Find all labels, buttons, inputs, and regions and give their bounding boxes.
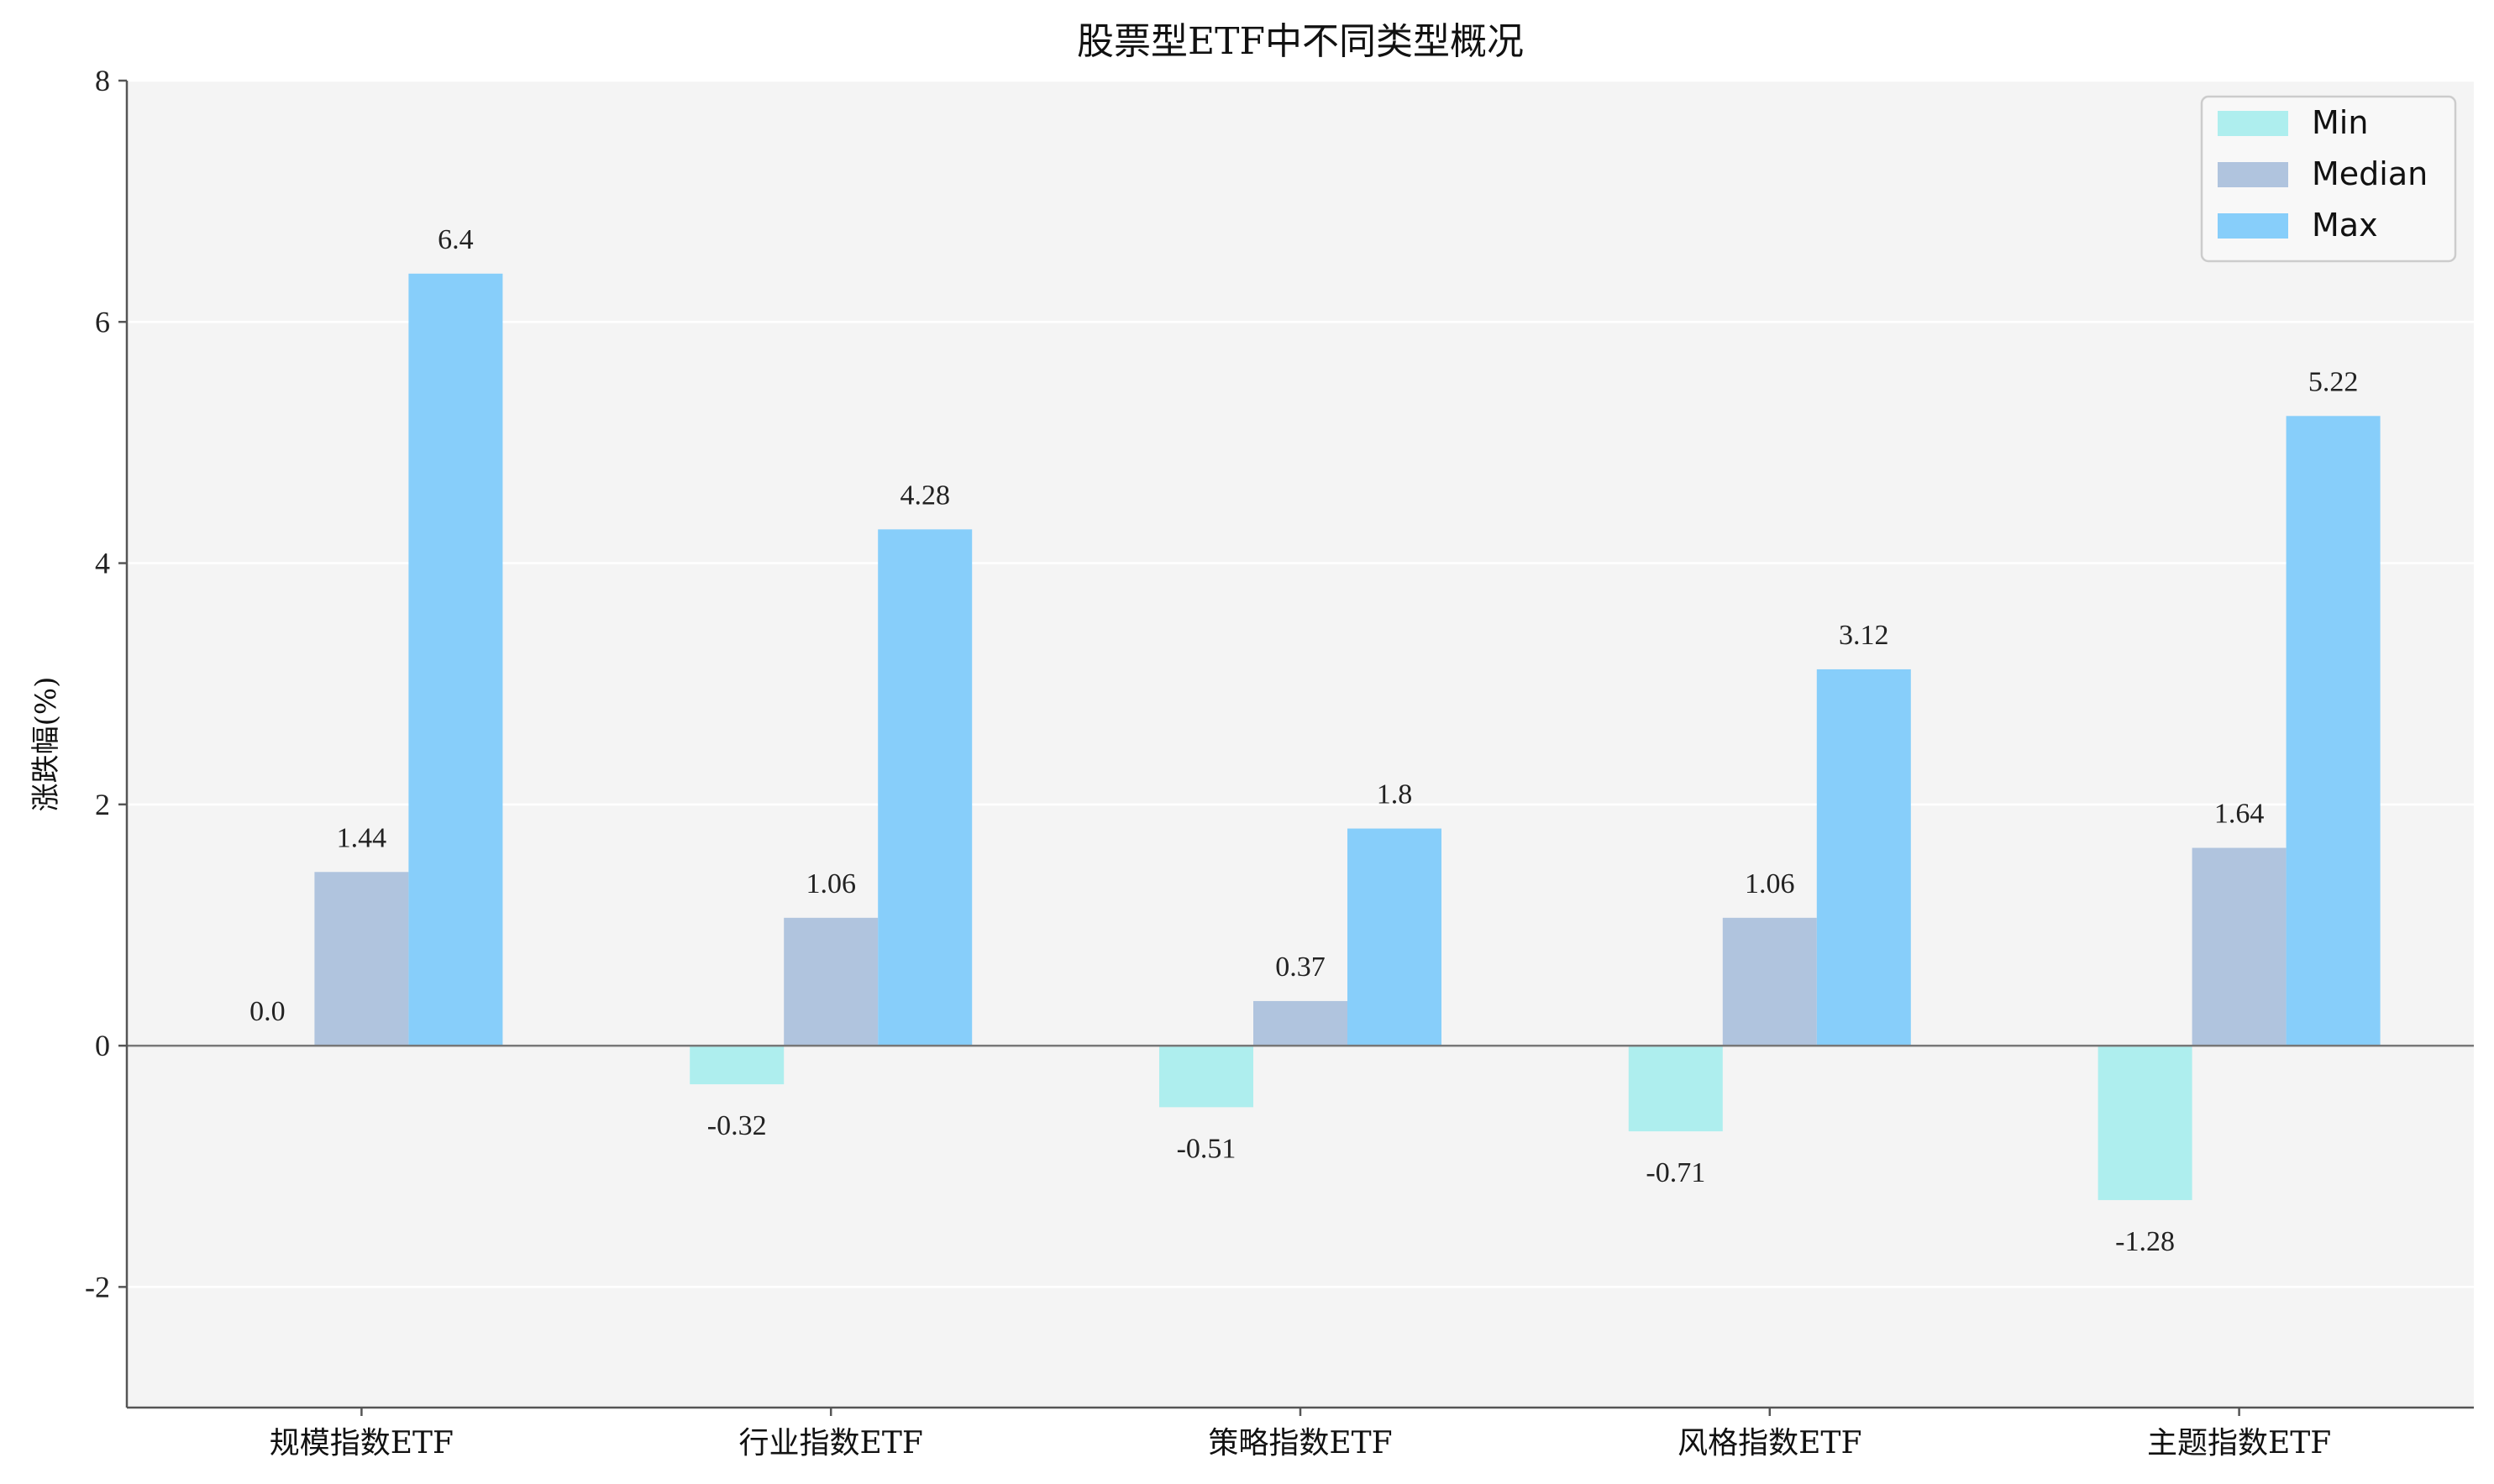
bar-median — [1253, 1000, 1347, 1046]
legend-swatch — [2218, 213, 2288, 239]
bar-max — [1816, 669, 1911, 1046]
data-labels: 0.0 1.44 6.4 -0.32 1.06 4.28 -0.51 0.37 1.8 -0.71… — [249, 224, 2358, 1257]
y-ticks: -2 0 2 4 6 8 — [85, 64, 127, 1303]
bar-median — [784, 917, 879, 1046]
bar-min — [2098, 1046, 2192, 1200]
bar-max — [2286, 416, 2381, 1046]
plot-area — [127, 81, 2474, 1408]
chart-title: 股票型ETF中不同类型概况 — [1077, 20, 1524, 63]
data-label: 1.06 — [1745, 868, 1795, 899]
y-tick-label: 8 — [95, 64, 110, 97]
legend-label: Min — [2312, 104, 2368, 141]
y-tick-label: 6 — [95, 305, 110, 338]
x-tick-label: 规模指数ETF — [270, 1426, 454, 1460]
data-label: 1.44 — [337, 822, 387, 853]
data-label: -0.51 — [1177, 1133, 1236, 1164]
data-label: 1.06 — [806, 868, 856, 899]
bar-max — [1347, 828, 1441, 1046]
legend: Min Median Max — [2200, 95, 2457, 263]
legend-label: Max — [2312, 207, 2378, 244]
bar-max — [408, 273, 503, 1046]
data-label: 1.64 — [2214, 799, 2265, 830]
bar-min — [690, 1046, 785, 1085]
x-ticks: 规模指数ETF 行业指数ETF 策略指数ETF 风格指数ETF 主题指数ETF — [270, 1408, 2331, 1460]
y-tick-label: -2 — [85, 1270, 110, 1303]
legend-label: Median — [2312, 155, 2428, 192]
x-tick-label: 主题指数ETF — [2147, 1426, 2331, 1460]
legend-swatch — [2218, 111, 2288, 136]
data-label: 5.22 — [2308, 366, 2359, 397]
bar-median — [314, 872, 409, 1046]
data-label: -1.28 — [2115, 1226, 2175, 1257]
data-label: 0.37 — [1275, 952, 1326, 983]
data-label: 6.4 — [438, 224, 474, 255]
x-tick-label: 策略指数ETF — [1208, 1426, 1392, 1460]
data-label: 1.8 — [1377, 779, 1413, 810]
bar-min — [1628, 1046, 1723, 1132]
y-axis-label: 涨跌幅(%) — [29, 677, 63, 812]
bar-median — [1722, 917, 1817, 1046]
bar-median — [2192, 847, 2287, 1046]
data-label: 4.28 — [900, 480, 950, 511]
legend-swatch — [2218, 162, 2288, 187]
data-label: -0.32 — [707, 1110, 767, 1141]
y-tick-label: 2 — [95, 788, 110, 821]
x-tick-label: 风格指数ETF — [1678, 1426, 1861, 1460]
bar-min — [1159, 1046, 1253, 1108]
x-tick-label: 行业指数ETF — [739, 1426, 923, 1460]
y-tick-label: 0 — [95, 1029, 110, 1062]
bars — [314, 273, 2381, 1200]
data-label: -0.71 — [1646, 1157, 1705, 1188]
data-label: 0.0 — [249, 996, 286, 1027]
data-label: 3.12 — [1839, 620, 1889, 651]
y-tick-label: 4 — [95, 547, 110, 580]
bar-max — [878, 529, 973, 1046]
